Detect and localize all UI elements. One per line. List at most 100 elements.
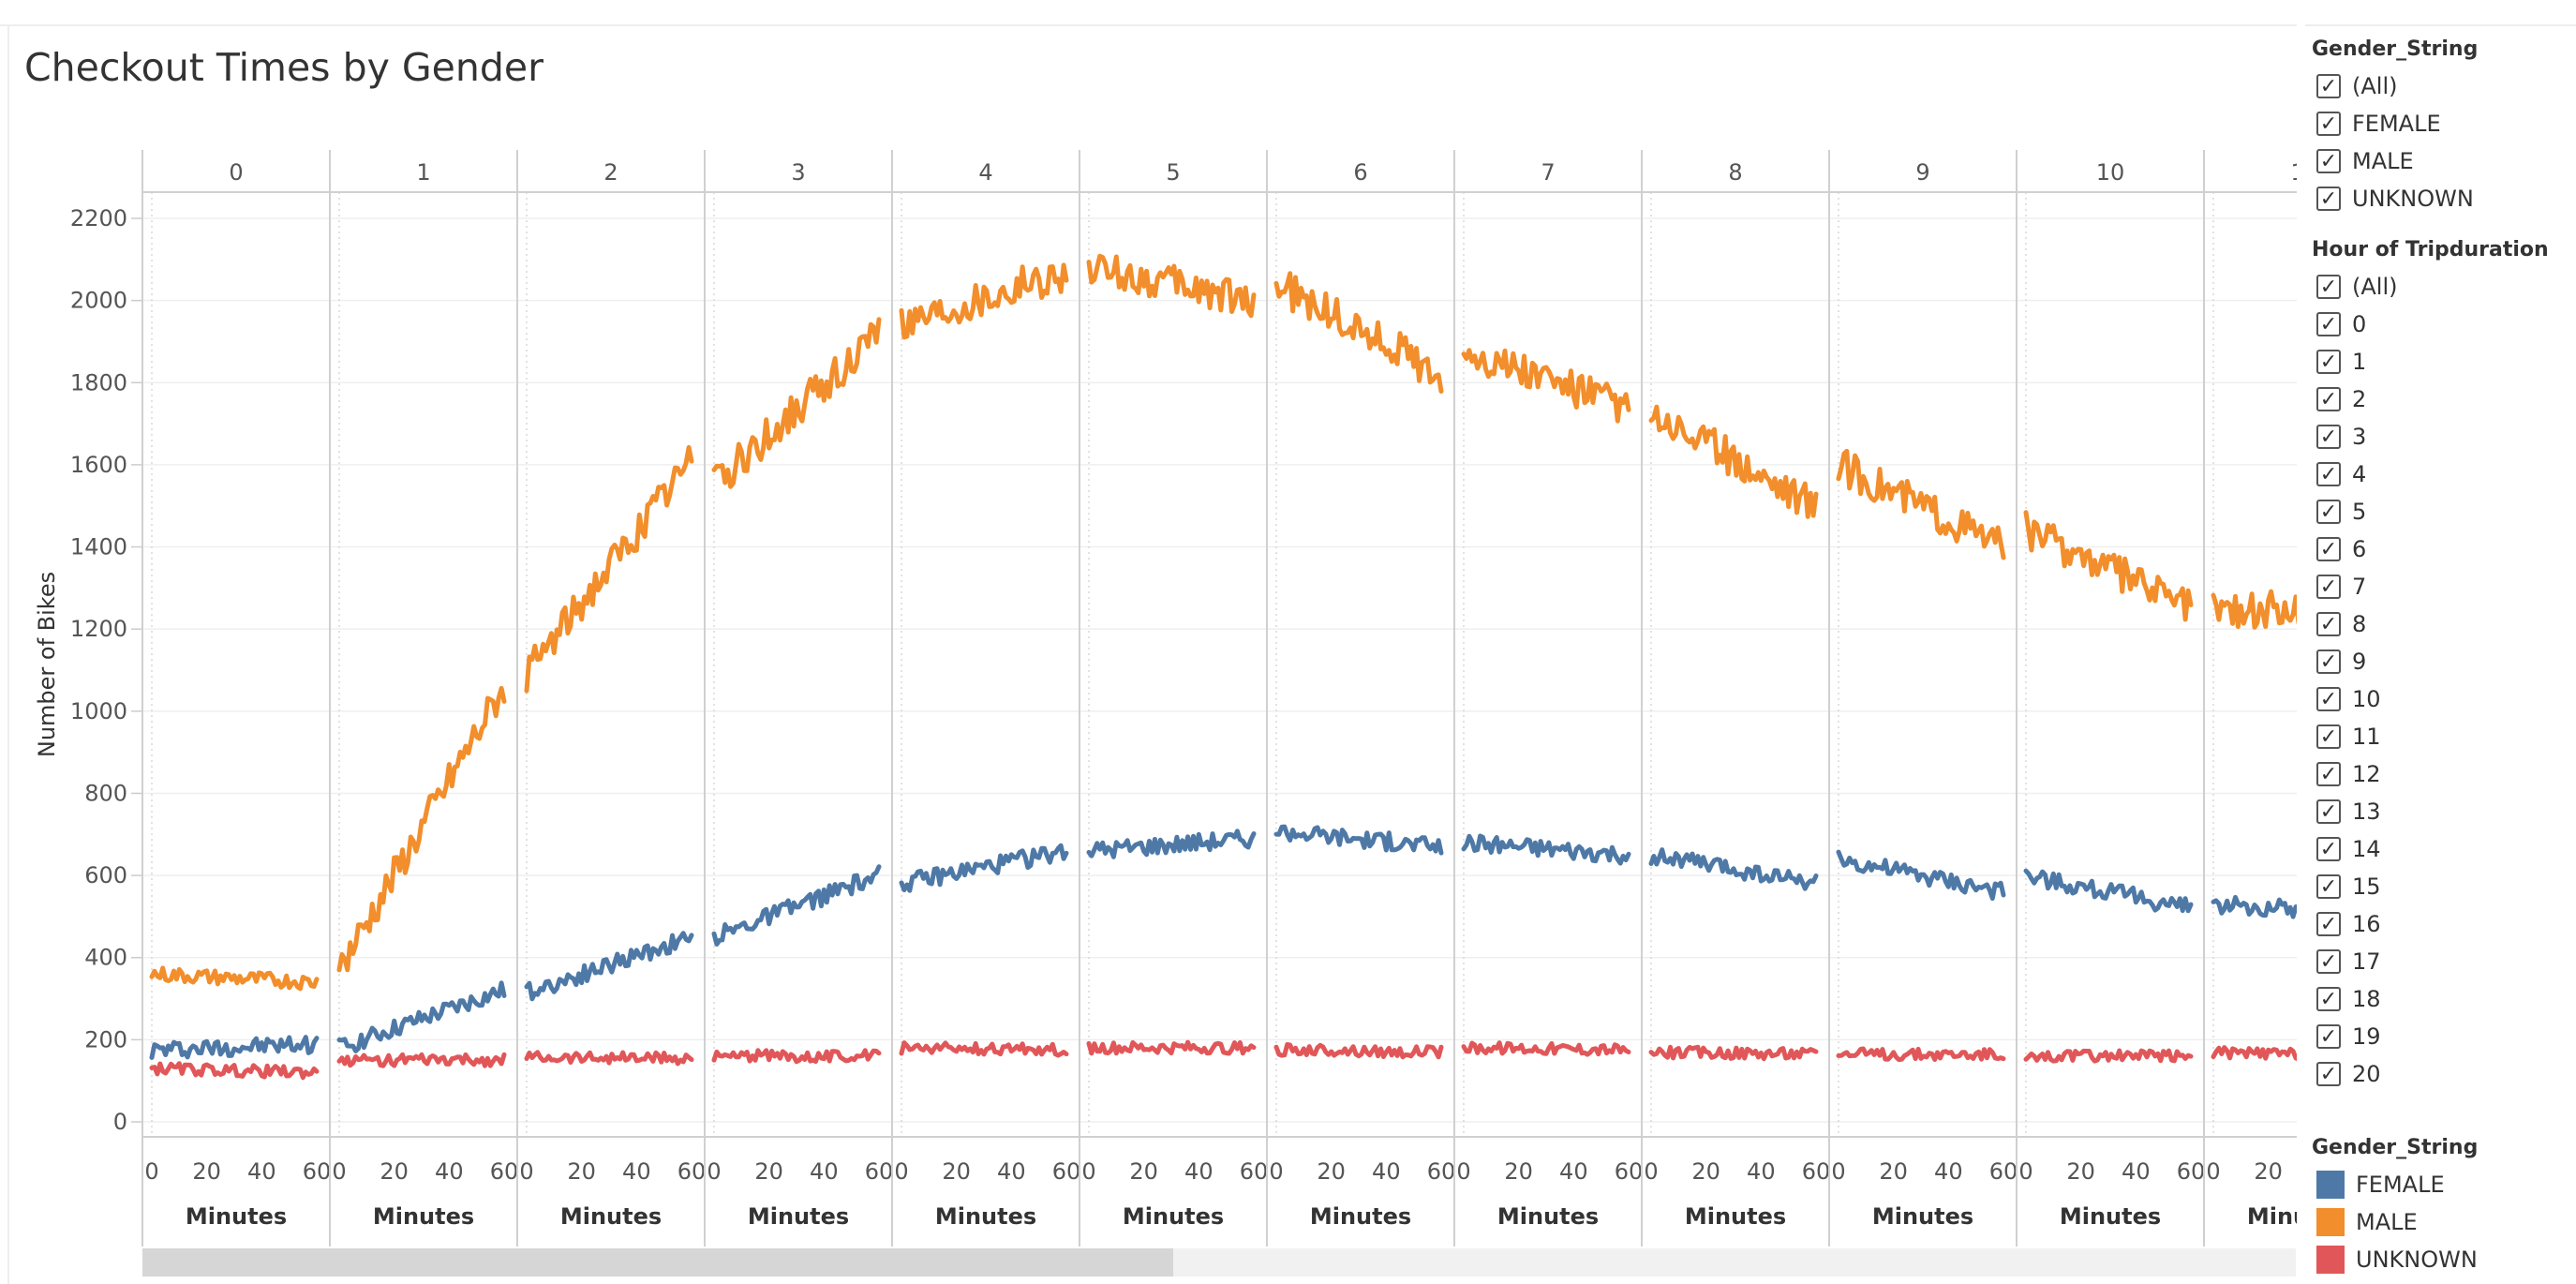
series-line-female: [336, 980, 507, 1053]
filter-option[interactable]: ✓ (All): [2316, 270, 2397, 304]
checkbox[interactable]: ✓: [2316, 575, 2341, 599]
x-tick-label: 20: [1129, 1158, 1158, 1185]
x-tick-label: 60: [303, 1158, 332, 1185]
legend-item[interactable]: MALE: [2316, 1205, 2418, 1239]
filter-option-label: (All): [2352, 274, 2398, 300]
checkbox[interactable]: ✓: [2316, 462, 2341, 486]
checkbox[interactable]: ✓: [2316, 687, 2341, 711]
filter-option-label: UNKNOWN: [2352, 186, 2474, 212]
series-line-male: [336, 685, 507, 973]
filter-option[interactable]: ✓ 10: [2316, 682, 2381, 716]
checkbox[interactable]: ✓: [2316, 949, 2341, 974]
checkbox[interactable]: ✓: [2316, 799, 2341, 824]
filter-option[interactable]: ✓ 14: [2316, 832, 2381, 866]
filter-option[interactable]: ✓ 1: [2316, 345, 2366, 379]
checkbox[interactable]: ✓: [2316, 425, 2341, 449]
legend-label: FEMALE: [2356, 1172, 2445, 1198]
filter-option[interactable]: ✓ UNKNOWN: [2316, 182, 2474, 216]
checkbox[interactable]: ✓: [2316, 837, 2341, 861]
filter-title: Gender_String: [2312, 37, 2479, 61]
x-tick-label: 40: [997, 1158, 1026, 1185]
filter-option[interactable]: ✓ 2: [2316, 382, 2366, 416]
checkbox[interactable]: ✓: [2316, 762, 2341, 786]
x-tick-label: 40: [1747, 1158, 1776, 1185]
checkbox[interactable]: ✓: [2316, 912, 2341, 936]
x-tick-label: 40: [1184, 1158, 1214, 1185]
filter-option[interactable]: ✓ 5: [2316, 495, 2366, 529]
filter-option[interactable]: ✓ 8: [2316, 607, 2366, 641]
x-tick-label: 20: [1691, 1158, 1720, 1185]
filter-option[interactable]: ✓ 4: [2316, 457, 2366, 491]
filter-option[interactable]: ✓ 11: [2316, 720, 2381, 754]
series-line-unknown: [524, 1050, 694, 1067]
series-line-female: [1836, 849, 2006, 902]
checkbox[interactable]: ✓: [2316, 537, 2341, 561]
column-header-label: 2: [603, 159, 618, 186]
filter-option-label: FEMALE: [2352, 111, 2441, 137]
checkbox[interactable]: ✓: [2316, 1024, 2341, 1049]
column-header-label: 0: [229, 159, 243, 186]
checkbox[interactable]: ✓: [2316, 724, 2341, 749]
filter-title: Hour of Tripduration: [2312, 238, 2549, 261]
y-tick-label: 200: [84, 1026, 127, 1053]
filter-option[interactable]: ✓ 7: [2316, 570, 2366, 604]
checkbox[interactable]: ✓: [2316, 312, 2341, 336]
checkbox[interactable]: ✓: [2316, 387, 2341, 411]
filter-option[interactable]: ✓ 16: [2316, 907, 2381, 941]
checkbox[interactable]: ✓: [2316, 149, 2341, 173]
checkbox[interactable]: ✓: [2316, 74, 2341, 98]
checkbox[interactable]: ✓: [2316, 1062, 2341, 1086]
filter-option[interactable]: ✓ 9: [2316, 645, 2366, 679]
checkbox[interactable]: ✓: [2316, 987, 2341, 1011]
x-axis-title: Minutes: [1310, 1203, 1411, 1230]
checkbox[interactable]: ✓: [2316, 612, 2341, 636]
legend-title: Gender_String: [2312, 1136, 2479, 1159]
x-tick-label: 40: [2122, 1158, 2151, 1185]
checkbox[interactable]: ✓: [2316, 350, 2341, 374]
filter-option-label: 20: [2352, 1061, 2381, 1087]
series-line-male: [1273, 271, 1444, 394]
filter-option-label: 19: [2352, 1023, 2381, 1050]
filter-option-label: 14: [2352, 836, 2381, 862]
checkbox[interactable]: ✓: [2316, 649, 2341, 674]
series-line-unknown: [1461, 1040, 1631, 1057]
filter-option-label: 9: [2352, 649, 2367, 675]
filter-option[interactable]: ✓ FEMALE: [2316, 107, 2441, 141]
x-tick-label: 60: [678, 1158, 707, 1185]
checkbox[interactable]: ✓: [2316, 500, 2341, 524]
filter-option-label: 13: [2352, 799, 2381, 825]
filter-option[interactable]: ✓ 13: [2316, 795, 2381, 829]
filter-option[interactable]: ✓ MALE: [2316, 144, 2414, 178]
filter-option[interactable]: ✓ 17: [2316, 945, 2381, 978]
x-axis-title: Minutes: [2060, 1203, 2161, 1230]
filter-option[interactable]: ✓ (All): [2316, 69, 2397, 103]
horizontal-scrollbar[interactable]: [142, 1248, 2296, 1277]
checkbox[interactable]: ✓: [2316, 112, 2341, 136]
legend-label: MALE: [2356, 1209, 2418, 1235]
series-line-male: [1461, 348, 1631, 424]
filter-option[interactable]: ✓ 12: [2316, 757, 2381, 791]
legend-swatch: [2316, 1246, 2345, 1274]
checkbox[interactable]: ✓: [2316, 187, 2341, 211]
x-tick-label: 40: [622, 1158, 651, 1185]
filter-option[interactable]: ✓ 15: [2316, 870, 2381, 903]
y-tick-label: 400: [84, 945, 127, 971]
series-line-female: [899, 843, 1069, 893]
scrollbar-thumb[interactable]: [142, 1248, 1173, 1277]
column-header-label: 6: [1353, 159, 1367, 186]
column-header-label: 8: [1728, 159, 1742, 186]
legend-item[interactable]: FEMALE: [2316, 1168, 2445, 1202]
filter-option[interactable]: ✓ 20: [2316, 1057, 2381, 1091]
series-line-unknown: [899, 1040, 1069, 1058]
filter-option[interactable]: ✓ 0: [2316, 307, 2366, 341]
column-header-band: [142, 150, 2297, 192]
legend-item[interactable]: UNKNOWN: [2316, 1243, 2478, 1277]
filter-option[interactable]: ✓ 19: [2316, 1020, 2381, 1053]
checkbox[interactable]: ✓: [2316, 275, 2341, 299]
filter-option[interactable]: ✓ 3: [2316, 420, 2366, 454]
filter-option[interactable]: ✓ 6: [2316, 532, 2366, 566]
x-tick-label: 20: [942, 1158, 971, 1185]
filter-option[interactable]: ✓ 18: [2316, 982, 2381, 1016]
checkbox[interactable]: ✓: [2316, 874, 2341, 899]
column-header-label: 4: [978, 159, 992, 186]
